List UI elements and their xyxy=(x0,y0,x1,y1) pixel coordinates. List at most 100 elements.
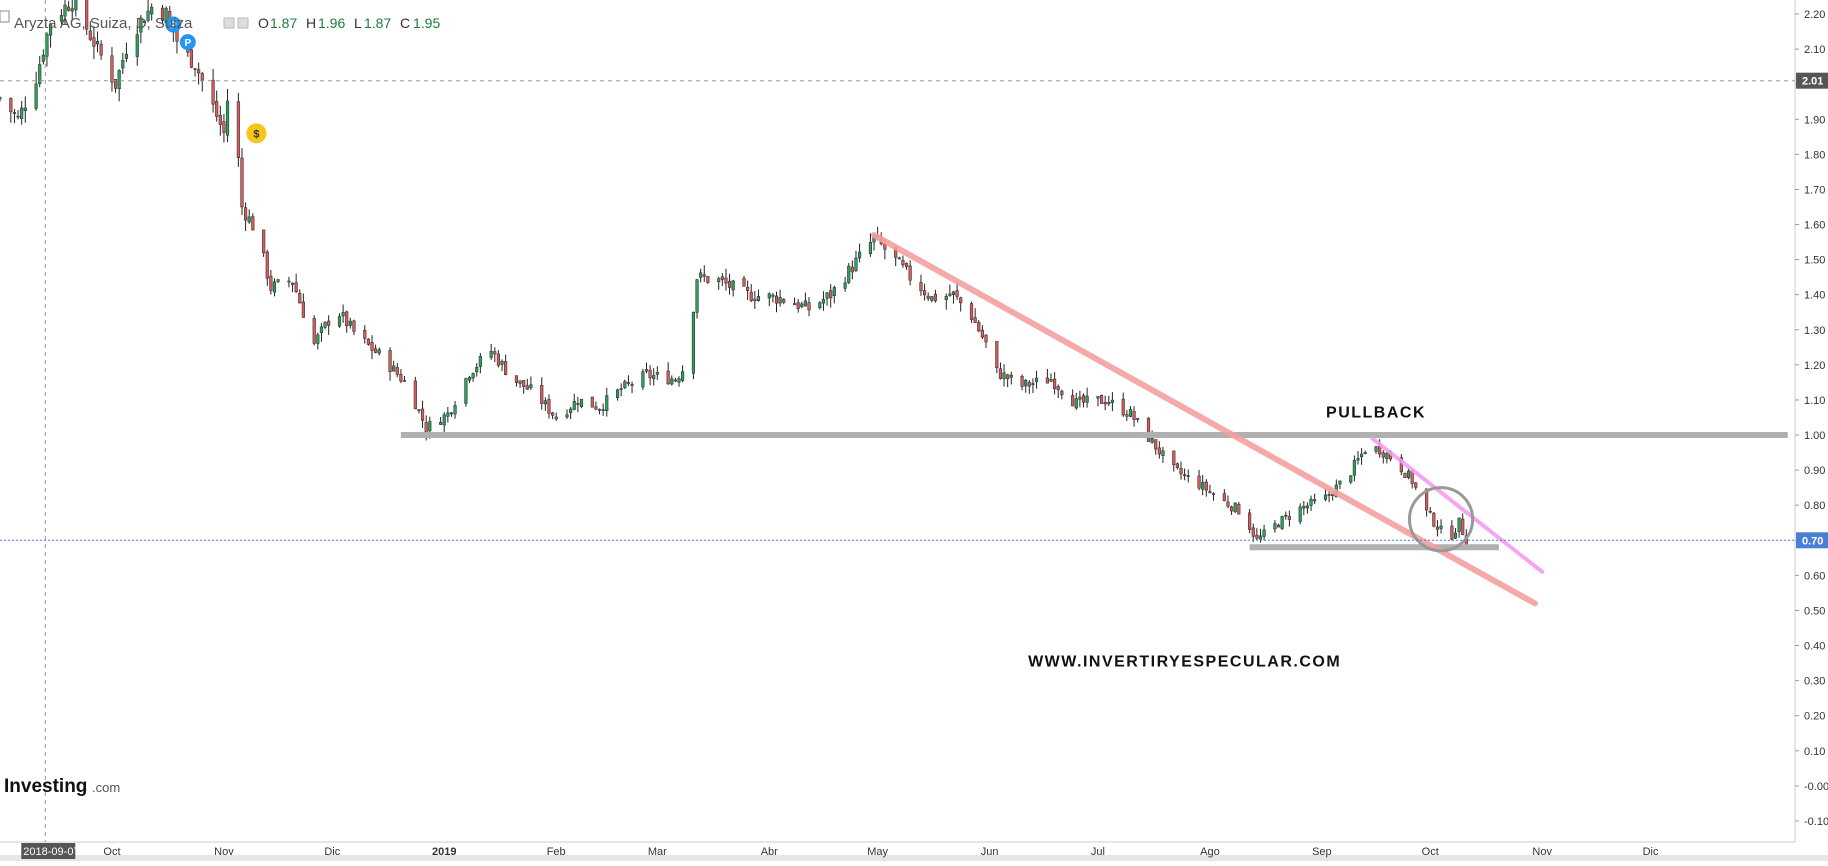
candle[interactable] xyxy=(244,202,248,232)
candle[interactable] xyxy=(1273,520,1277,533)
candle[interactable] xyxy=(464,377,468,407)
candle[interactable] xyxy=(673,377,677,383)
candle[interactable] xyxy=(63,0,67,25)
candle[interactable] xyxy=(782,298,786,305)
candle[interactable] xyxy=(771,292,775,303)
candle[interactable] xyxy=(778,289,782,307)
candle[interactable] xyxy=(475,363,479,377)
candle[interactable] xyxy=(717,276,721,290)
candle[interactable] xyxy=(135,25,139,66)
candle[interactable] xyxy=(1197,469,1201,491)
candle[interactable] xyxy=(1045,368,1049,384)
candle[interactable] xyxy=(45,32,49,67)
candle[interactable] xyxy=(88,21,92,42)
candle[interactable] xyxy=(1428,507,1432,514)
candle[interactable] xyxy=(1284,511,1288,520)
candle[interactable] xyxy=(453,401,457,419)
candle[interactable] xyxy=(829,284,833,308)
candle[interactable] xyxy=(998,362,1003,380)
candle[interactable] xyxy=(341,304,345,323)
candle[interactable] xyxy=(269,270,273,295)
candle[interactable] xyxy=(1305,502,1310,514)
candle[interactable] xyxy=(95,31,100,53)
candle[interactable] xyxy=(904,262,909,270)
candle[interactable] xyxy=(1233,502,1237,513)
candle[interactable] xyxy=(616,388,620,401)
candle[interactable] xyxy=(1313,493,1317,505)
candle[interactable] xyxy=(99,40,103,60)
candle[interactable] xyxy=(399,369,403,384)
candle[interactable] xyxy=(1002,364,1006,387)
candle[interactable] xyxy=(59,9,63,25)
candle[interactable] xyxy=(225,88,230,143)
candle[interactable] xyxy=(1349,474,1353,485)
candle[interactable] xyxy=(1103,395,1107,411)
candle[interactable] xyxy=(493,347,497,363)
candle[interactable] xyxy=(1237,501,1241,515)
candle[interactable] xyxy=(395,362,399,378)
candle[interactable] xyxy=(1056,384,1060,399)
candle[interactable] xyxy=(124,42,128,62)
candle[interactable] xyxy=(1121,392,1125,417)
candle[interactable] xyxy=(139,14,143,44)
candle[interactable] xyxy=(1461,513,1465,536)
candle[interactable] xyxy=(1287,510,1291,527)
candle[interactable] xyxy=(146,0,150,23)
candle[interactable] xyxy=(1276,523,1281,528)
candle[interactable] xyxy=(796,299,800,313)
candle[interactable] xyxy=(348,317,352,329)
candle[interactable] xyxy=(1439,519,1443,534)
candle[interactable] xyxy=(287,276,291,288)
candle[interactable] xyxy=(951,291,956,304)
candle[interactable] xyxy=(442,412,446,434)
candle[interactable] xyxy=(807,296,811,317)
candle[interactable] xyxy=(189,48,194,69)
candle[interactable] xyxy=(930,296,934,303)
candle[interactable] xyxy=(413,376,417,410)
candle[interactable] xyxy=(236,92,240,167)
candle[interactable] xyxy=(619,383,623,397)
candle[interactable] xyxy=(803,292,807,307)
candle[interactable] xyxy=(374,344,378,354)
candle[interactable] xyxy=(1406,468,1411,480)
candle[interactable] xyxy=(1110,392,1114,412)
event-icon[interactable] xyxy=(165,16,182,33)
candle[interactable] xyxy=(1179,461,1183,480)
candle[interactable] xyxy=(742,275,746,287)
event-icon[interactable] xyxy=(179,34,196,51)
candle[interactable] xyxy=(1251,523,1255,542)
candle[interactable] xyxy=(1125,409,1129,422)
candle[interactable] xyxy=(774,291,779,313)
candle[interactable] xyxy=(681,365,685,383)
candle[interactable] xyxy=(565,409,569,420)
candle[interactable] xyxy=(644,362,649,374)
candle[interactable] xyxy=(590,396,594,408)
candle[interactable] xyxy=(724,268,728,291)
candle[interactable] xyxy=(1175,462,1179,470)
candle[interactable] xyxy=(753,290,757,309)
candle[interactable] xyxy=(319,323,324,342)
candle[interactable] xyxy=(540,377,544,410)
candle[interactable] xyxy=(1450,520,1454,541)
candle[interactable] xyxy=(749,284,753,303)
dividend-icon[interactable] xyxy=(246,123,267,144)
candle[interactable] xyxy=(160,4,165,25)
candle[interactable] xyxy=(1403,472,1407,479)
candle[interactable] xyxy=(449,411,454,417)
candle[interactable] xyxy=(323,321,327,330)
candle[interactable] xyxy=(113,79,118,93)
candle[interactable] xyxy=(1414,481,1418,491)
candle[interactable] xyxy=(756,289,761,302)
candle[interactable] xyxy=(923,283,927,301)
candle[interactable] xyxy=(38,55,42,88)
candle[interactable] xyxy=(1157,441,1161,459)
candle[interactable] xyxy=(933,289,938,303)
candle[interactable] xyxy=(670,375,674,386)
candle[interactable] xyxy=(677,376,681,387)
candle[interactable] xyxy=(41,49,45,65)
candle[interactable] xyxy=(218,105,222,136)
candle[interactable] xyxy=(1356,451,1360,465)
candle[interactable] xyxy=(12,108,17,124)
candle[interactable] xyxy=(702,265,706,282)
